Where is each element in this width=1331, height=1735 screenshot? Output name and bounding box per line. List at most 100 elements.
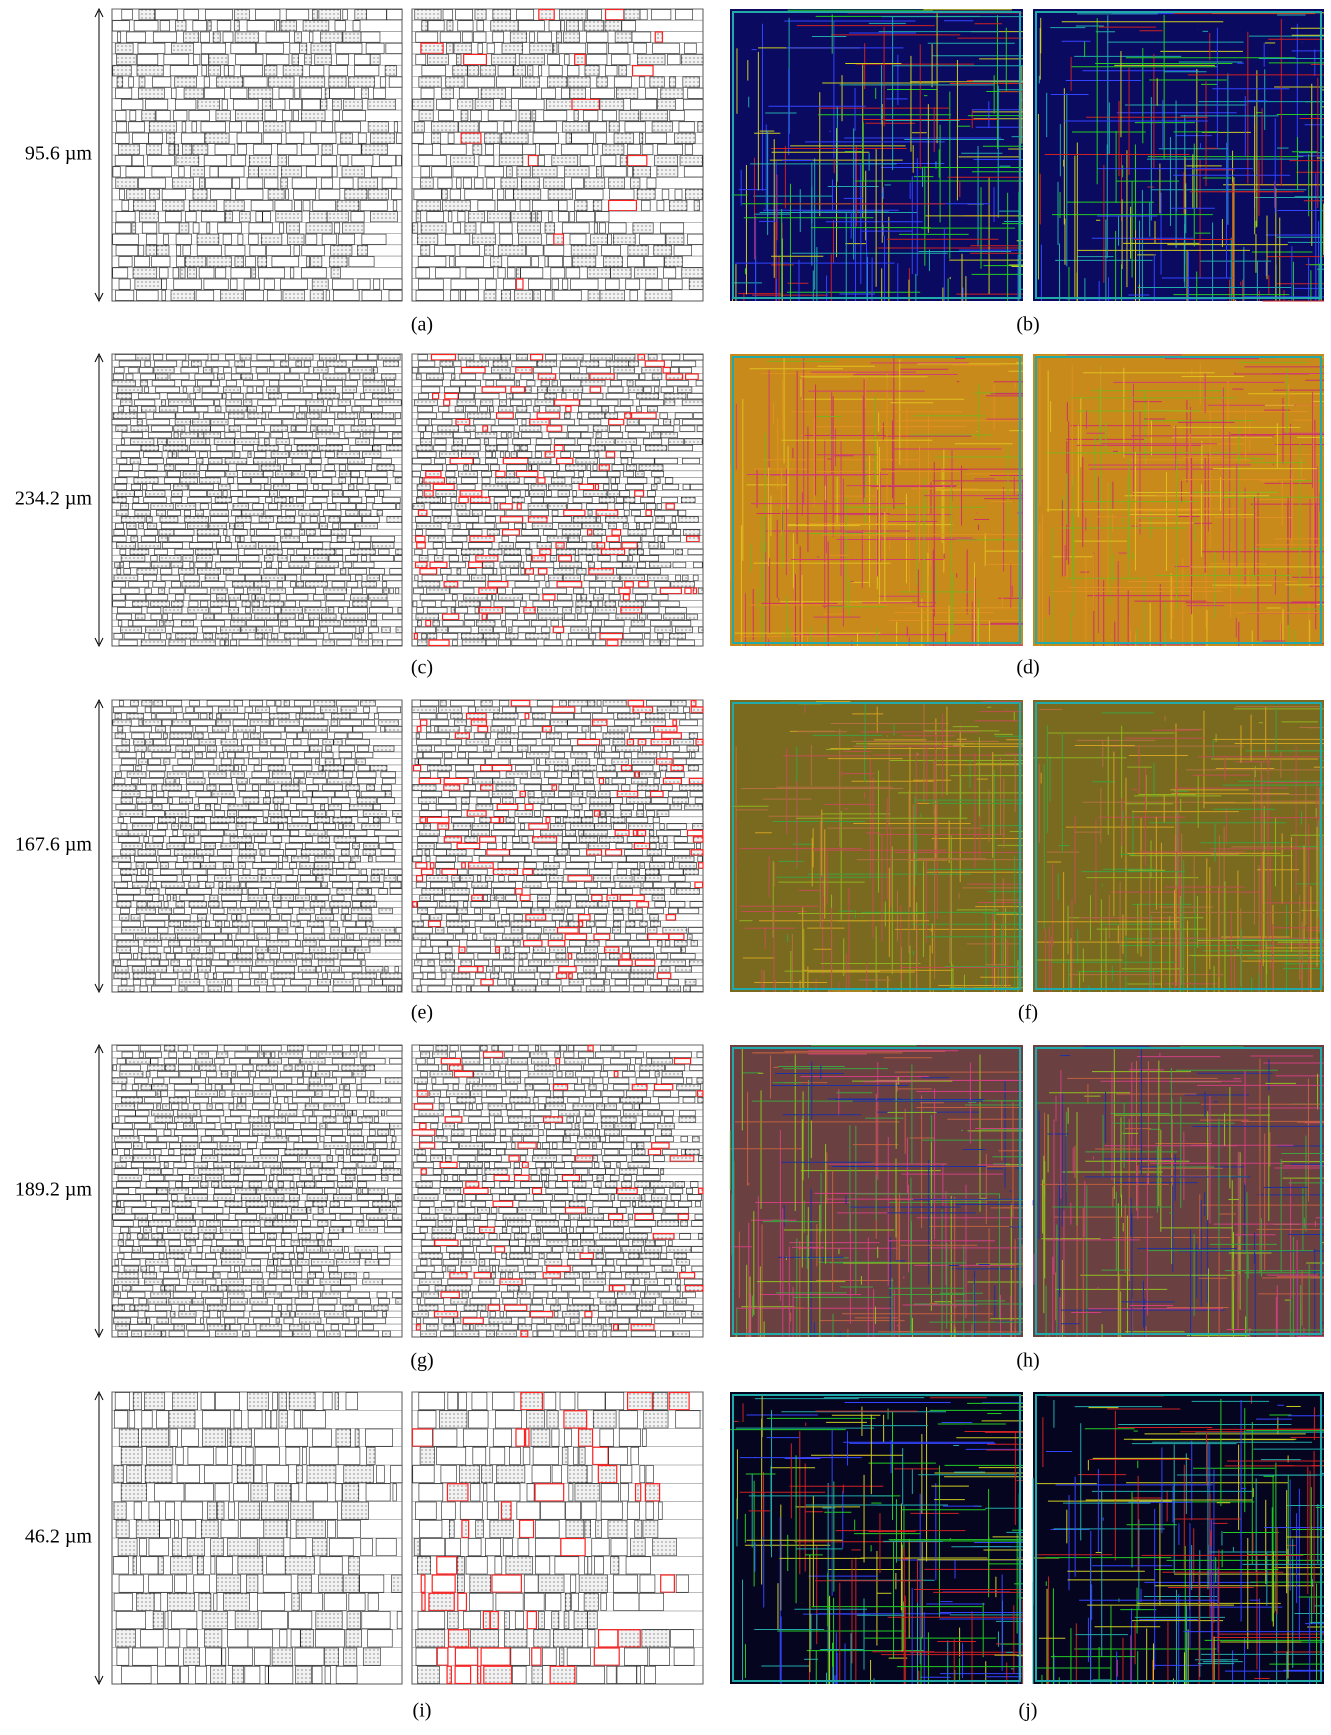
- cell: [658, 99, 676, 109]
- cell: [488, 582, 508, 587]
- cell: [634, 876, 645, 881]
- cell: [495, 967, 500, 972]
- cell: [415, 759, 418, 764]
- cell: [689, 778, 703, 783]
- cell: [606, 452, 614, 457]
- cell: [240, 355, 251, 360]
- cell: [520, 426, 541, 431]
- cell: [225, 212, 232, 222]
- cell: [643, 746, 663, 751]
- cell: [420, 895, 431, 900]
- cell: [637, 189, 655, 199]
- cell: [650, 921, 660, 926]
- cell: [436, 869, 440, 874]
- cell: [297, 582, 304, 587]
- cell: [509, 876, 524, 881]
- cell: [420, 811, 442, 816]
- cell: [122, 739, 130, 744]
- cell: [635, 908, 642, 913]
- cell: [116, 245, 138, 255]
- cell: [534, 843, 557, 848]
- cell: [555, 804, 566, 809]
- cell: [422, 634, 427, 639]
- cell: [499, 400, 506, 405]
- cell: [216, 543, 231, 548]
- cell: [322, 484, 342, 489]
- cell: [558, 928, 579, 933]
- cell: [453, 640, 458, 645]
- cell: [209, 772, 226, 777]
- cell: [445, 393, 458, 398]
- cell: [138, 393, 159, 398]
- cell: [669, 634, 685, 639]
- cell: [600, 588, 615, 593]
- cell: [452, 374, 455, 379]
- cell: [560, 10, 586, 20]
- cell: [353, 21, 360, 31]
- cell: [132, 133, 148, 143]
- cell: [625, 582, 634, 587]
- cell: [645, 361, 664, 366]
- cell: [503, 530, 520, 535]
- cell: [342, 387, 356, 392]
- cell: [306, 223, 332, 233]
- cell: [339, 465, 345, 470]
- cell: [351, 595, 368, 600]
- cell: [543, 530, 556, 535]
- cell: [145, 471, 166, 476]
- cell: [362, 517, 379, 522]
- cell: [175, 21, 186, 31]
- cell: [178, 759, 193, 764]
- cell: [475, 393, 499, 398]
- cell: [491, 257, 502, 267]
- cell: [334, 223, 339, 233]
- cell: [261, 876, 281, 881]
- cell: [231, 621, 246, 626]
- cell: [206, 178, 232, 188]
- cell: [306, 634, 324, 639]
- cell: [682, 458, 699, 463]
- cell: [418, 837, 438, 842]
- cell: [459, 954, 474, 959]
- cell: [611, 889, 632, 894]
- cell: [312, 10, 317, 20]
- cell: [485, 167, 503, 177]
- cell: [336, 869, 359, 874]
- cell: [306, 491, 329, 496]
- cell: [477, 876, 481, 881]
- cell: [291, 856, 309, 861]
- cell: [436, 268, 460, 278]
- cell: [456, 772, 474, 777]
- cell: [566, 889, 587, 894]
- cell: [520, 200, 530, 210]
- cell: [461, 960, 472, 965]
- cell: [458, 752, 466, 757]
- cell: [121, 517, 145, 522]
- cell: [666, 234, 684, 244]
- cell: [297, 915, 310, 920]
- cell: [418, 413, 436, 418]
- cell: [585, 178, 605, 188]
- cell: [328, 504, 336, 509]
- cell: [538, 32, 552, 42]
- cell: [359, 510, 371, 515]
- cell: [497, 77, 521, 87]
- cell: [126, 32, 145, 42]
- cell: [500, 374, 514, 379]
- cell: [468, 439, 481, 444]
- cell: [213, 367, 218, 372]
- cell: [519, 111, 531, 121]
- cell: [350, 497, 362, 502]
- cell: [600, 785, 618, 790]
- cell: [668, 279, 682, 289]
- cell: [412, 133, 424, 143]
- cell: [495, 941, 513, 946]
- cell: [153, 804, 162, 809]
- cell: [114, 882, 127, 887]
- cell: [193, 863, 200, 868]
- cell: [395, 556, 402, 561]
- cell: [226, 380, 236, 385]
- cell: [532, 111, 536, 121]
- cell: [114, 575, 138, 580]
- cell: [473, 144, 482, 154]
